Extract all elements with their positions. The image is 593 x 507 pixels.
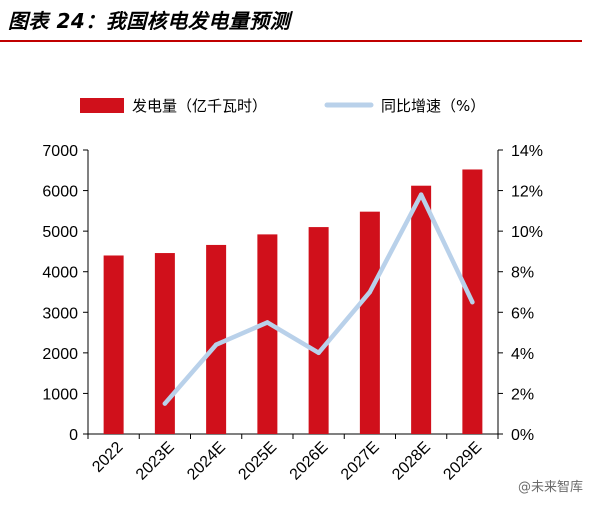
growth-point-2027E (367, 289, 373, 295)
right-tick-label: 4% (511, 346, 534, 363)
x-tick-label: 2026E (287, 439, 332, 484)
right-tick-label: 8% (511, 265, 534, 282)
right-tick-label: 6% (511, 305, 534, 322)
bar-series (103, 169, 483, 434)
left-tick-label: 7000 (42, 143, 78, 160)
bar-2022 (103, 255, 124, 434)
growth-point-2029E (470, 299, 475, 305)
title-divider (0, 40, 582, 42)
growth-line-series (162, 192, 475, 406)
chart-legend: 发电量（亿千瓦时） 同比增速（%） (80, 97, 485, 115)
right-tick-label: 14% (511, 143, 543, 160)
left-tick-label: 6000 (42, 184, 78, 201)
left-tick-label: 3000 (42, 305, 78, 322)
bar-2026E (308, 227, 329, 434)
left-tick-label: 0 (69, 427, 78, 444)
left-tick-label: 2000 (42, 346, 78, 363)
bar-2024E (206, 244, 227, 434)
growth-point-2023E (162, 401, 168, 406)
x-tick-label: 2023E (133, 439, 178, 484)
right-tick-label: 0% (511, 427, 534, 444)
left-tick-label: 4000 (42, 265, 78, 282)
growth-point-2025E (265, 320, 270, 325)
x-tick-label: 2024E (184, 439, 229, 484)
right-tick-label: 12% (511, 184, 543, 201)
legend-label-line: 同比增速（%） (381, 97, 485, 115)
left-tick-label: 1000 (42, 386, 78, 403)
growth-point-2028E (418, 192, 424, 197)
x-axis-ticks: 2022 2023E 2024E 2025E 2026E 2027E 2028E 2029E (87, 434, 499, 484)
chart-axes (87, 150, 499, 435)
legend-label-bar: 发电量（亿千瓦时） (132, 97, 267, 115)
figure-title: 图表 24：我国核电发电量预测 (8, 9, 291, 33)
x-tick-label: 2027E (338, 439, 383, 484)
watermark: @未来智库 (517, 480, 583, 495)
left-tick-label: 5000 (42, 224, 78, 241)
left-axis-ticks: 0 1000 2000 3000 4000 5000 6000 7000 (42, 143, 88, 444)
growth-point-2026E (316, 350, 321, 356)
bar-2023E (154, 253, 175, 434)
bar-2025E (257, 234, 278, 434)
bar-2027E (359, 211, 380, 434)
legend-swatch-bar (80, 98, 124, 113)
bar-2028E (411, 185, 432, 434)
x-tick-label: 2025E (235, 439, 280, 484)
right-tick-label: 2% (511, 386, 534, 403)
x-tick-label: 2022 (89, 439, 126, 476)
x-tick-label: 2029E (440, 439, 485, 484)
x-tick-label: 2028E (389, 439, 434, 484)
right-axis-ticks: 0% 2% 4% 6% 8% 10% 12% 14% (498, 143, 543, 444)
growth-point-2024E (213, 342, 219, 347)
right-tick-label: 10% (511, 224, 543, 241)
